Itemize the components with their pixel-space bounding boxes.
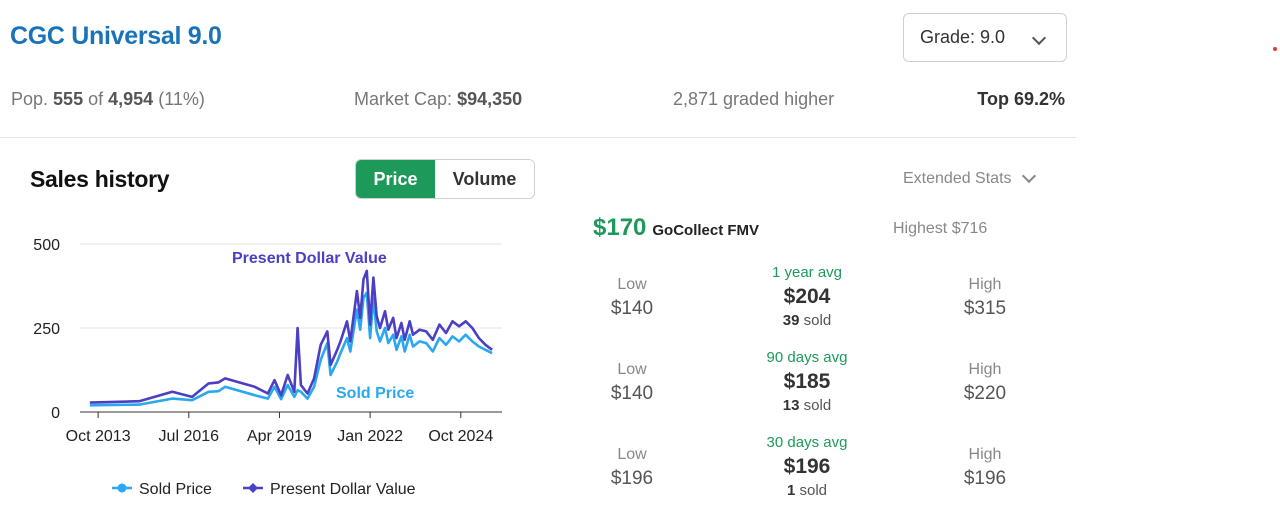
sales-history-chart: 0 250 500 Oct 2013 Jul 2016 Apr 2019 Jan 2022 O… (33, 237, 502, 498)
x-tick-label: Oct 2024 (428, 428, 493, 445)
sales-history-title: Sales history (30, 166, 170, 192)
pop-count: 555 (53, 89, 84, 109)
status-dot-icon (1273, 47, 1277, 51)
legend-marker-diamond (248, 483, 258, 493)
series-line-sold-price (89, 291, 493, 407)
x-tick-label: Jan 2022 (337, 428, 403, 445)
avg-value: $196 (783, 455, 831, 478)
high-label: High (968, 276, 1002, 293)
annotation-present-dollar-value: Present Dollar Value (232, 250, 387, 267)
volume-toggle-button[interactable]: Volume (435, 160, 534, 198)
market-cap-value: $94,350 (457, 89, 523, 109)
y-tick-label: 500 (33, 237, 60, 254)
high-label: High (968, 361, 1002, 378)
low-value: $140 (610, 298, 654, 319)
price-toggle-button[interactable]: Price (356, 160, 435, 198)
sold-label: sold (799, 482, 828, 499)
highest-price: Highest $716 (893, 220, 988, 237)
pop-of: of (88, 89, 104, 109)
pop-total: 4,954 (108, 89, 154, 109)
sold-number: 13 (782, 397, 800, 414)
x-tick-label: Apr 2019 (247, 428, 312, 445)
low-label: Low (617, 361, 647, 378)
period-2-low: Low $140 (582, 361, 682, 405)
high-value: $196 (963, 468, 1007, 489)
low-label: Low (617, 446, 647, 463)
period-3-avg: 30 days avg $196 1 sold (742, 434, 872, 499)
low-label: Low (617, 276, 647, 293)
legend-marker-circle (117, 483, 127, 493)
avg-label: 30 days avg (766, 434, 848, 451)
annotation-sold-price: Sold Price (336, 385, 414, 402)
avg-label: 90 days avg (766, 349, 848, 366)
high-label: High (968, 446, 1002, 463)
sold-label: sold (803, 312, 832, 329)
series-line-present-dollar-value (89, 269, 493, 404)
y-tick-label: 0 (51, 405, 60, 422)
sold-count: 13 sold (742, 397, 872, 414)
divider (0, 137, 1076, 138)
chart-mode-toggle: Price Volume (355, 159, 535, 199)
grade-select-label: Grade: 9.0 (920, 27, 1006, 47)
avg-value: $204 (783, 285, 831, 308)
fmv-summary: $170 GoCollect FMV (593, 214, 759, 242)
pop-prefix: Pop. (11, 89, 49, 109)
extended-stats-label: Extended Stats (903, 170, 1012, 187)
x-tick-label: Jul 2016 (159, 428, 220, 445)
graded-higher-stat: 2,871 graded higher (673, 89, 835, 109)
avg-value: $185 (783, 370, 831, 393)
sold-count: 1 sold (742, 482, 872, 499)
period-1-high: High $315 (935, 276, 1035, 320)
fmv-value: $170 (593, 214, 647, 241)
legend-label: Sold Price (139, 481, 212, 498)
sold-label: sold (803, 397, 832, 414)
top-percent-stat: Top 69.2% (977, 89, 1065, 109)
avg-label: 1 year avg (771, 264, 843, 281)
population-stat: Pop. 555 of 4,954 (11%) (11, 89, 205, 110)
y-tick-label: 250 (33, 321, 60, 338)
high-value: $315 (963, 298, 1007, 319)
extended-stats-toggle[interactable]: Extended Stats (903, 168, 1036, 188)
grade-select[interactable]: Grade: 9.0 (903, 13, 1067, 62)
chevron-down-icon (1021, 168, 1036, 184)
low-value: $140 (610, 383, 654, 404)
market-cap-label: Market Cap: (354, 89, 453, 109)
low-value: $196 (610, 468, 654, 489)
period-3-high: High $196 (935, 446, 1035, 490)
x-tick-label: Oct 2013 (66, 428, 131, 445)
fmv-label: GoCollect FMV (652, 222, 760, 239)
period-2-high: High $220 (935, 361, 1035, 405)
chevron-down-icon (1031, 30, 1047, 46)
period-1-low: Low $140 (582, 276, 682, 320)
legend-label: Present Dollar Value (270, 481, 416, 498)
page-title: CGC Universal 9.0 (10, 22, 222, 50)
period-3-low: Low $196 (582, 446, 682, 490)
high-value: $220 (963, 383, 1007, 404)
pop-percent: (11%) (158, 89, 205, 109)
period-1-avg: 1 year avg $204 39 sold (742, 264, 872, 329)
period-2-avg: 90 days avg $185 13 sold (742, 349, 872, 414)
market-cap-stat: Market Cap: $94,350 (354, 89, 522, 110)
sold-number: 39 (782, 312, 800, 329)
sold-number: 1 (786, 482, 796, 499)
sold-count: 39 sold (742, 312, 872, 329)
